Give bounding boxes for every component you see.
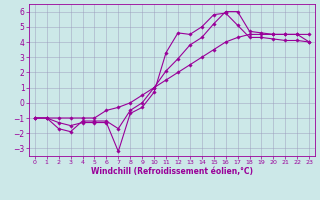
X-axis label: Windchill (Refroidissement éolien,°C): Windchill (Refroidissement éolien,°C) [91,167,253,176]
